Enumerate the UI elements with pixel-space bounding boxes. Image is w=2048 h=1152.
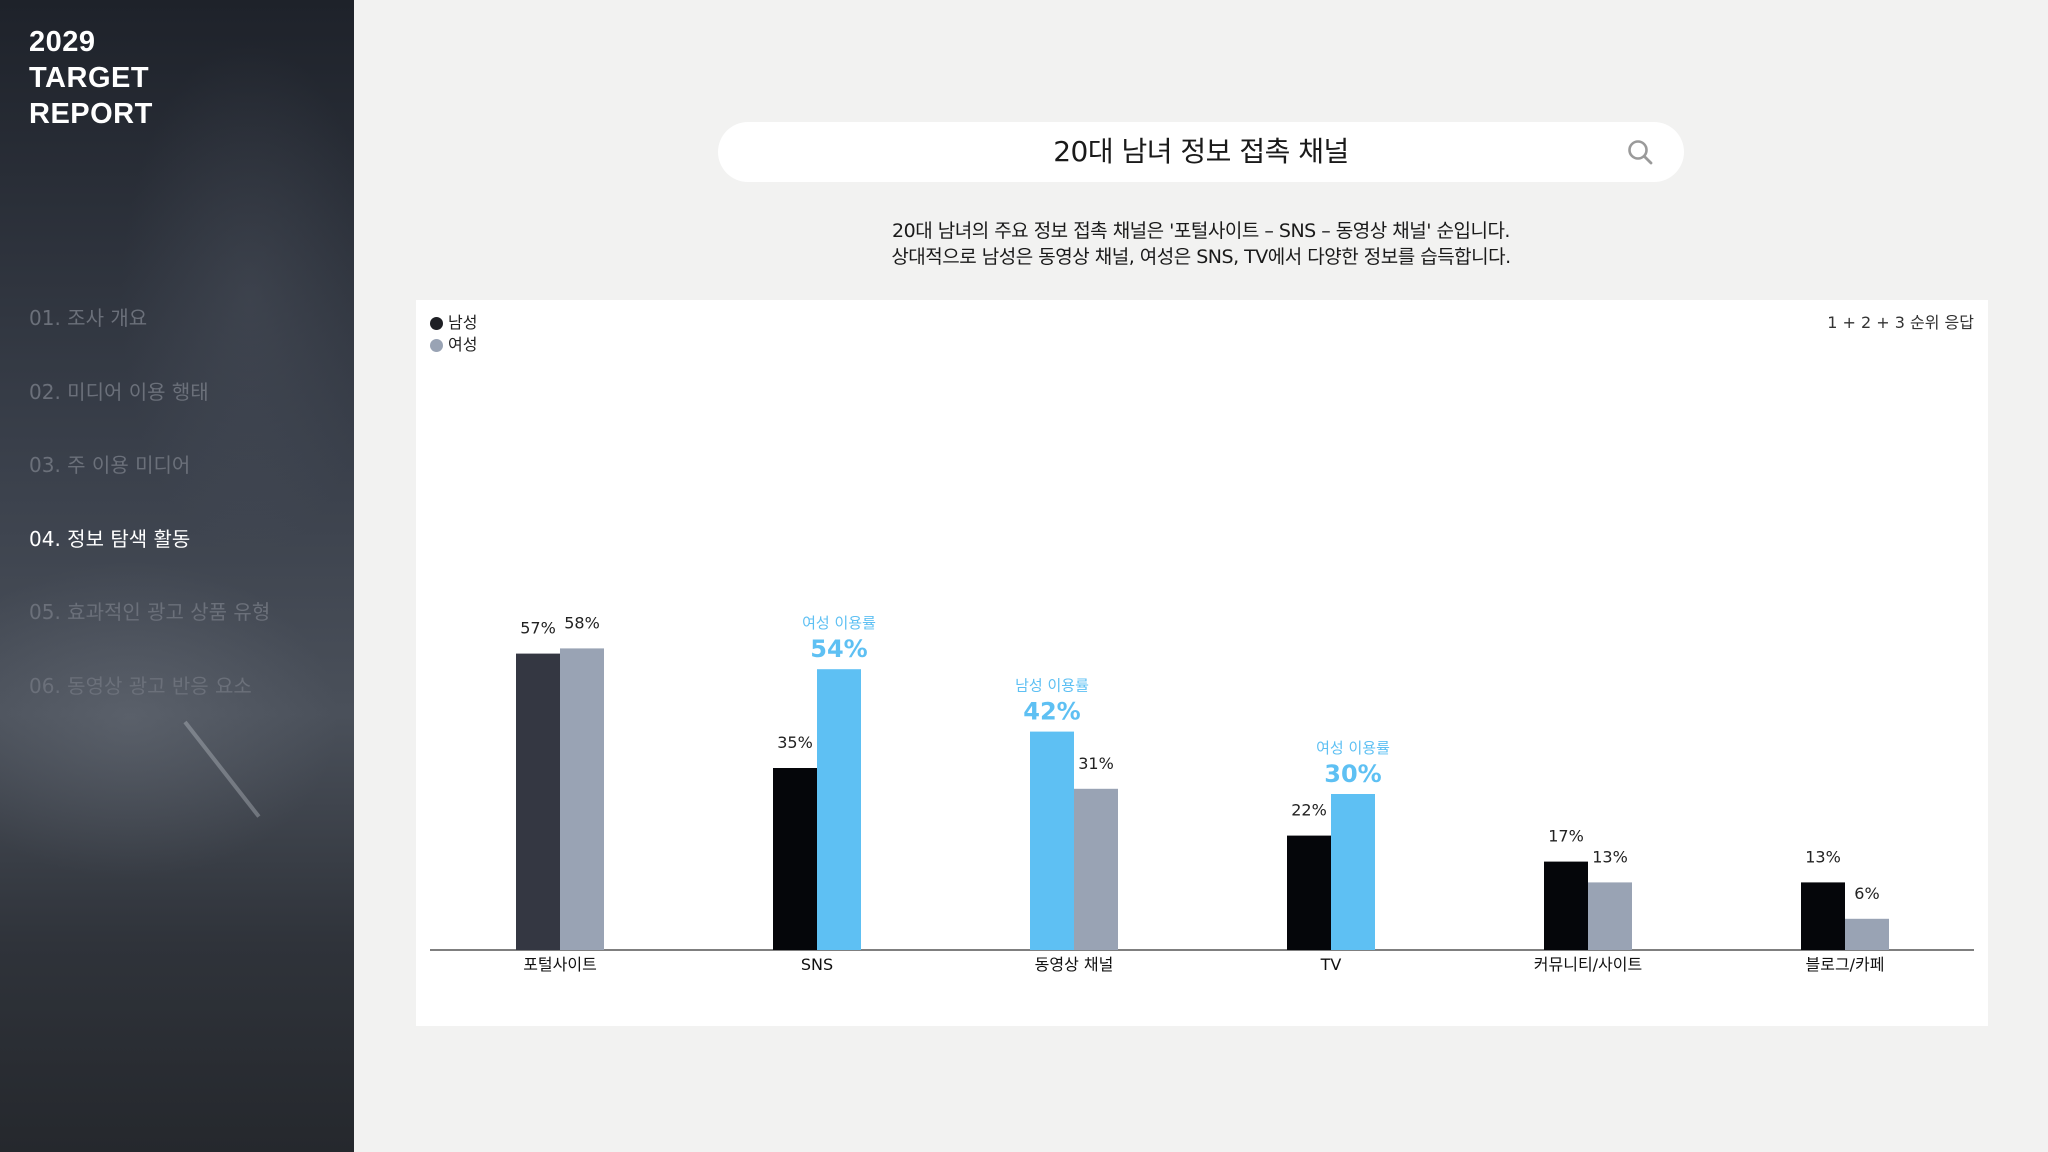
legend-item-female: 여성	[430, 334, 477, 356]
bar-male	[1544, 861, 1588, 950]
bar-female	[1588, 882, 1632, 950]
bar-male	[1287, 835, 1331, 950]
response-note: 1 + 2 + 3 순위 응답	[1827, 313, 1974, 332]
x-tick-label: 포털사이트	[523, 955, 597, 974]
description-line: 20대 남녀의 주요 정보 접촉 채널은 '포털사이트 – SNS – 동영상 …	[892, 220, 1510, 242]
legend-label: 남성	[448, 313, 478, 332]
bar-female	[1074, 788, 1118, 950]
legend-item-male: 남성	[430, 312, 477, 334]
data-label: 57%	[520, 619, 556, 638]
highlight-value: 42%	[1023, 698, 1080, 726]
x-tick-label: 블로그/카페	[1806, 955, 1885, 974]
highlight-value: 54%	[810, 635, 867, 663]
background-shade	[0, 560, 340, 880]
highlight-caption: 여성 이용률	[802, 614, 876, 632]
data-label: 17%	[1548, 827, 1584, 846]
data-label: 31%	[1078, 754, 1114, 773]
x-tick-label: SNS	[801, 955, 833, 974]
bar-male	[1801, 882, 1845, 950]
description-line: 상대적으로 남성은 동영상 채널, 여성은 SNS, TV에서 다양한 정보를 …	[891, 246, 1511, 268]
sidebar: 2029 TARGET REPORT 01. 조사 개요 02. 미디어 이용 …	[0, 0, 354, 1152]
bar-male	[1030, 731, 1074, 950]
chart-panel: 남성 여성 1 + 2 + 3 순위 응답 57% 58% 포털사이트 35% 여성 이…	[416, 300, 1988, 1026]
title-bar: 20대 남녀 정보 접촉 채널	[718, 122, 1684, 182]
bar-female	[560, 648, 604, 950]
legend-dot-female	[430, 338, 443, 352]
sidebar-item-media-usage[interactable]: 02. 미디어 이용 행태	[29, 379, 209, 404]
legend-dot-male	[430, 316, 443, 330]
brand-line: 2029	[29, 26, 96, 58]
bar-female	[1845, 918, 1889, 950]
sidebar-item-video-ad[interactable]: 06. 동영상 광고 반응 요소	[29, 673, 252, 698]
data-label: 58%	[564, 613, 600, 632]
sidebar-item-main-media[interactable]: 03. 주 이용 미디어	[29, 453, 191, 477]
bar-male	[516, 653, 560, 950]
brand-line: REPORT	[29, 98, 153, 130]
description: 20대 남녀의 주요 정보 접촉 채널은 '포털사이트 – SNS – 동영상 …	[718, 218, 1684, 270]
brand-logo: 2029 TARGET REPORT	[29, 24, 153, 132]
search-icon[interactable]	[1626, 138, 1654, 166]
data-label: 13%	[1805, 847, 1841, 866]
data-label: 13%	[1592, 847, 1628, 866]
bar-female	[1331, 794, 1375, 950]
brand-line: TARGET	[29, 62, 150, 94]
sidebar-item-info-search[interactable]: 04. 정보 탐색 활동	[29, 526, 191, 551]
data-label: 35%	[777, 733, 813, 752]
chart-legend: 남성 여성	[430, 312, 477, 356]
data-label: 6%	[1854, 884, 1879, 903]
page-title: 20대 남녀 정보 접촉 채널	[1053, 135, 1349, 168]
highlight-caption: 여성 이용률	[1316, 739, 1390, 757]
background-shade	[120, 40, 354, 560]
bar-chart: 57% 58% 포털사이트 35% 여성 이용률 54% SNS 남성 이용률 42% 31% 동영…	[430, 613, 1974, 974]
x-tick-label: 커뮤니티/사이트	[1534, 955, 1642, 974]
sidebar-item-overview[interactable]: 01. 조사 개요	[29, 306, 148, 330]
legend-label: 여성	[448, 335, 478, 354]
sidebar-nav: 01. 조사 개요 02. 미디어 이용 행태 03. 주 이용 미디어 04.…	[29, 300, 270, 741]
highlight-caption: 남성 이용률	[1015, 677, 1089, 695]
data-label: 22%	[1291, 801, 1327, 820]
x-tick-label: 동영상 채널	[1035, 955, 1114, 974]
bar-female	[817, 669, 861, 950]
x-tick-label: TV	[1320, 955, 1342, 974]
bar-male	[773, 768, 817, 950]
sidebar-item-ad-types[interactable]: 05. 효과적인 광고 상품 유형	[29, 600, 271, 624]
highlight-value: 30%	[1324, 760, 1381, 788]
